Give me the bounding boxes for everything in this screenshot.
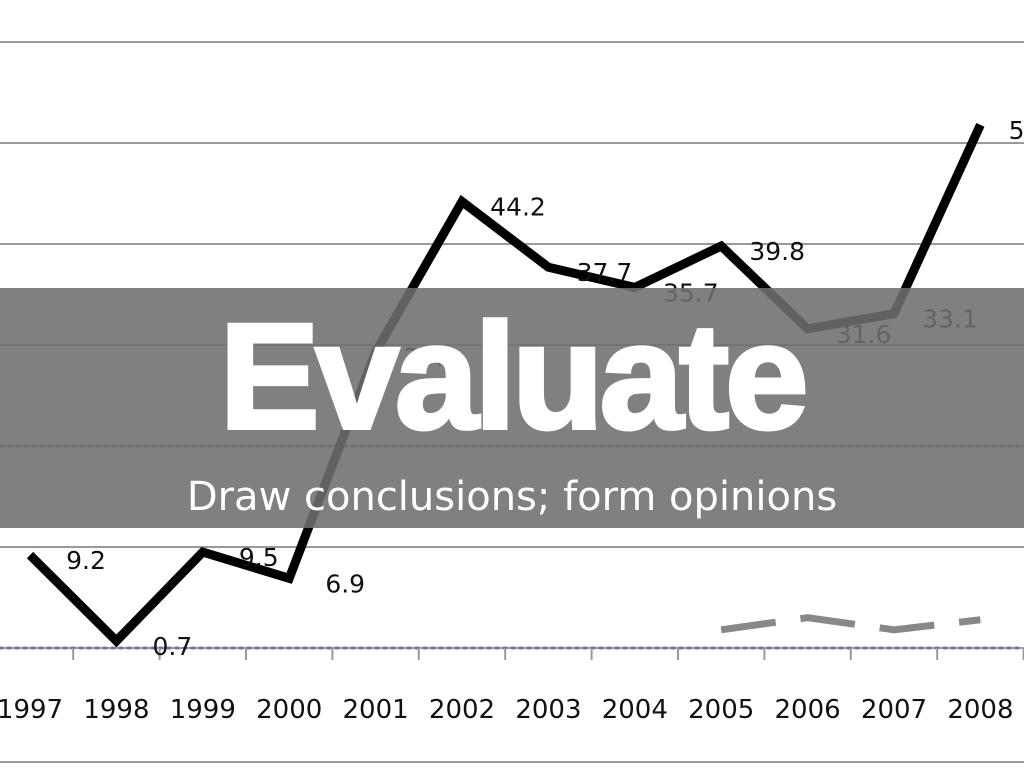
x-tick-label: 2008 <box>947 695 1013 725</box>
x-tick-label: 1998 <box>83 695 149 725</box>
x-tick-label: 1999 <box>170 695 236 725</box>
x-tick-label: 2000 <box>256 695 322 725</box>
data-label: 37.7 <box>577 258 633 287</box>
x-tick-label: 1997 <box>0 695 63 725</box>
data-label: 9.5 <box>239 543 279 572</box>
data-label: 39.8 <box>749 237 805 266</box>
chart: 1997 1998 1999 2000 2001 2002 2003 2004 2005 2006… <box>0 41 1024 725</box>
series-line <box>720 614 981 634</box>
x-tick-label: 2001 <box>343 695 409 725</box>
x-tick-label: 2005 <box>688 695 754 725</box>
x-tick-label: 2003 <box>515 695 581 725</box>
data-label: 51.8 <box>1009 116 1024 145</box>
x-tick-label: 2004 <box>602 695 668 725</box>
x-tick-label: 2007 <box>861 695 927 725</box>
slide-subtitle: Draw conclusions; form opinions <box>187 474 837 520</box>
data-label: 9.2 <box>66 546 106 575</box>
x-tick-label: 2006 <box>775 695 841 725</box>
x-tick-label: 2002 <box>429 695 495 725</box>
title-band <box>0 288 1024 528</box>
data-label: 6.9 <box>325 569 365 598</box>
data-label: 44.2 <box>490 193 546 222</box>
slide-title: Evaluate <box>220 292 805 460</box>
data-label: 0.7 <box>153 632 193 661</box>
